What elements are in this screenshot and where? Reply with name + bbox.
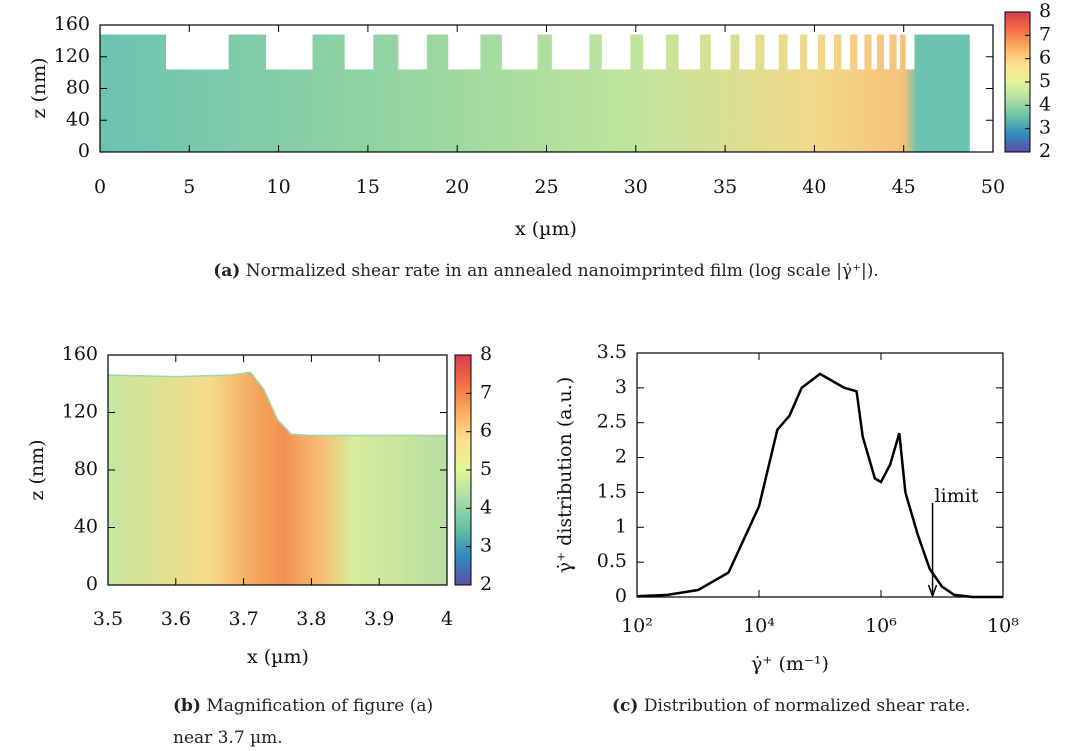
film-pillar	[914, 34, 970, 70]
y-tick-label: 120	[54, 45, 90, 67]
colorbar-tick-label: 6	[1039, 47, 1051, 69]
y-tick-label: 80	[66, 77, 90, 99]
x-tick-label: 20	[445, 176, 469, 198]
film-pillar	[889, 34, 897, 70]
film-pillar	[834, 34, 842, 70]
film-pillar	[228, 34, 267, 70]
colorbar-tick-label: 2	[480, 573, 492, 595]
x-tick-label: 10⁸	[987, 615, 1019, 637]
x-tick-label: 0	[94, 176, 106, 198]
x-axis-label: x (µm)	[515, 218, 577, 240]
x-tick-label: 10⁶	[865, 615, 897, 637]
x-tick-label: 3.9	[364, 608, 394, 630]
colorbar-tick-label: 6	[480, 420, 492, 442]
x-tick-label: 3.5	[93, 608, 123, 630]
y-tick-label: 0	[78, 140, 90, 162]
x-tick-label: 45	[892, 176, 916, 198]
film-pillar	[700, 34, 711, 70]
x-tick-label: 25	[534, 176, 558, 198]
colorbar-tick-label: 3	[480, 535, 492, 557]
colorbar-tick-label: 4	[1039, 93, 1051, 115]
film-pillar	[850, 34, 858, 70]
y-tick-label: 160	[62, 343, 98, 365]
x-tick-label: 3.6	[161, 608, 191, 630]
film-pillar	[373, 34, 399, 70]
film-pillar	[817, 34, 826, 70]
x-tick-label: 4	[441, 608, 453, 630]
x-tick-label: 50	[981, 176, 1005, 198]
film-pillar	[480, 34, 502, 70]
colorbar-tick-label: 8	[1039, 0, 1051, 22]
x-tick-label: 30	[624, 176, 648, 198]
film-pillar	[589, 34, 602, 70]
x-tick-label: 3.7	[228, 608, 258, 630]
y-tick-label: 3.5	[597, 341, 627, 363]
y-tick-label: 160	[54, 13, 90, 35]
y-tick-label: 40	[66, 108, 90, 130]
caption-label: (c)	[612, 696, 639, 716]
caption-label: (a)	[213, 261, 241, 281]
x-tick-label: 10	[267, 176, 291, 198]
colorbar-tick-label: 7	[480, 381, 492, 403]
colorbar-tick-label: 2	[1039, 140, 1051, 162]
x-tick-label: 10²	[621, 615, 653, 637]
film-pillar	[426, 34, 449, 70]
x-tick-label: 35	[713, 176, 737, 198]
colorbar-tick-label: 5	[1039, 70, 1051, 92]
x-axis-label: x (µm)	[247, 646, 309, 668]
film-pillar	[800, 34, 808, 70]
annotation-label: limit	[935, 485, 979, 507]
caption-text: Normalized shear rate in an annealed nan…	[245, 261, 879, 281]
caption-text: Magnification of figure (a) near 3.7 µm.	[173, 696, 434, 748]
y-tick-label: 3	[615, 376, 627, 398]
y-tick-label: 2	[615, 446, 627, 468]
y-axis-label: z (nm)	[28, 57, 50, 118]
film-pillar	[312, 34, 345, 70]
film-pillar	[100, 34, 167, 70]
film-pillar	[778, 34, 788, 70]
y-tick-label: 120	[62, 401, 98, 423]
arrow-head	[927, 584, 938, 599]
field-fill	[108, 372, 447, 585]
y-tick-label: 0.5	[597, 550, 627, 572]
film-pillar	[666, 34, 679, 70]
caption-label: (b)	[173, 696, 201, 716]
film-pillar	[730, 34, 740, 70]
colorbar-tick-label: 7	[1039, 23, 1051, 45]
film-pillar	[630, 34, 643, 70]
x-tick-label: 10⁴	[743, 615, 775, 637]
film-pillar	[876, 34, 885, 70]
caption: (a) Normalized shear rate in an annealed…	[0, 255, 1092, 287]
y-axis-label: γ̇⁺ distribution (a.u.)	[554, 377, 576, 574]
x-tick-label: 15	[356, 176, 380, 198]
caption-text: Distribution of normalized shear rate.	[643, 696, 971, 716]
y-tick-label: 1.5	[597, 480, 627, 502]
plot-frame	[636, 352, 1004, 598]
colorbar-tick-label: 8	[480, 343, 492, 365]
caption: (c) Distribution of normalized shear rat…	[612, 690, 992, 722]
colorbar-tick-label: 4	[480, 496, 492, 518]
surface-line	[107, 371, 447, 437]
x-tick-label: 5	[183, 176, 195, 198]
y-tick-label: 40	[74, 516, 98, 538]
film-pillar	[755, 34, 765, 70]
colorbar-tick-label: 3	[1039, 117, 1051, 139]
y-tick-label: 2.5	[597, 411, 627, 433]
y-tick-label: 80	[74, 458, 98, 480]
y-tick-label: 1	[615, 515, 627, 537]
colorbar-tick-label: 5	[480, 458, 492, 480]
y-axis-label: z (nm)	[26, 439, 48, 500]
film-pillar	[900, 34, 906, 70]
caption: (b) Magnification of figure (a) near 3.7…	[173, 690, 463, 751]
film-pillar	[537, 34, 552, 70]
y-tick-label: 0	[86, 573, 98, 595]
y-tick-label: 0	[615, 585, 627, 607]
x-tick-label: 40	[802, 176, 826, 198]
film-base	[100, 69, 970, 152]
x-axis-label: γ̇⁺ (m⁻¹)	[751, 653, 829, 675]
x-tick-label: 3.8	[296, 608, 326, 630]
film-pillar	[864, 34, 872, 70]
